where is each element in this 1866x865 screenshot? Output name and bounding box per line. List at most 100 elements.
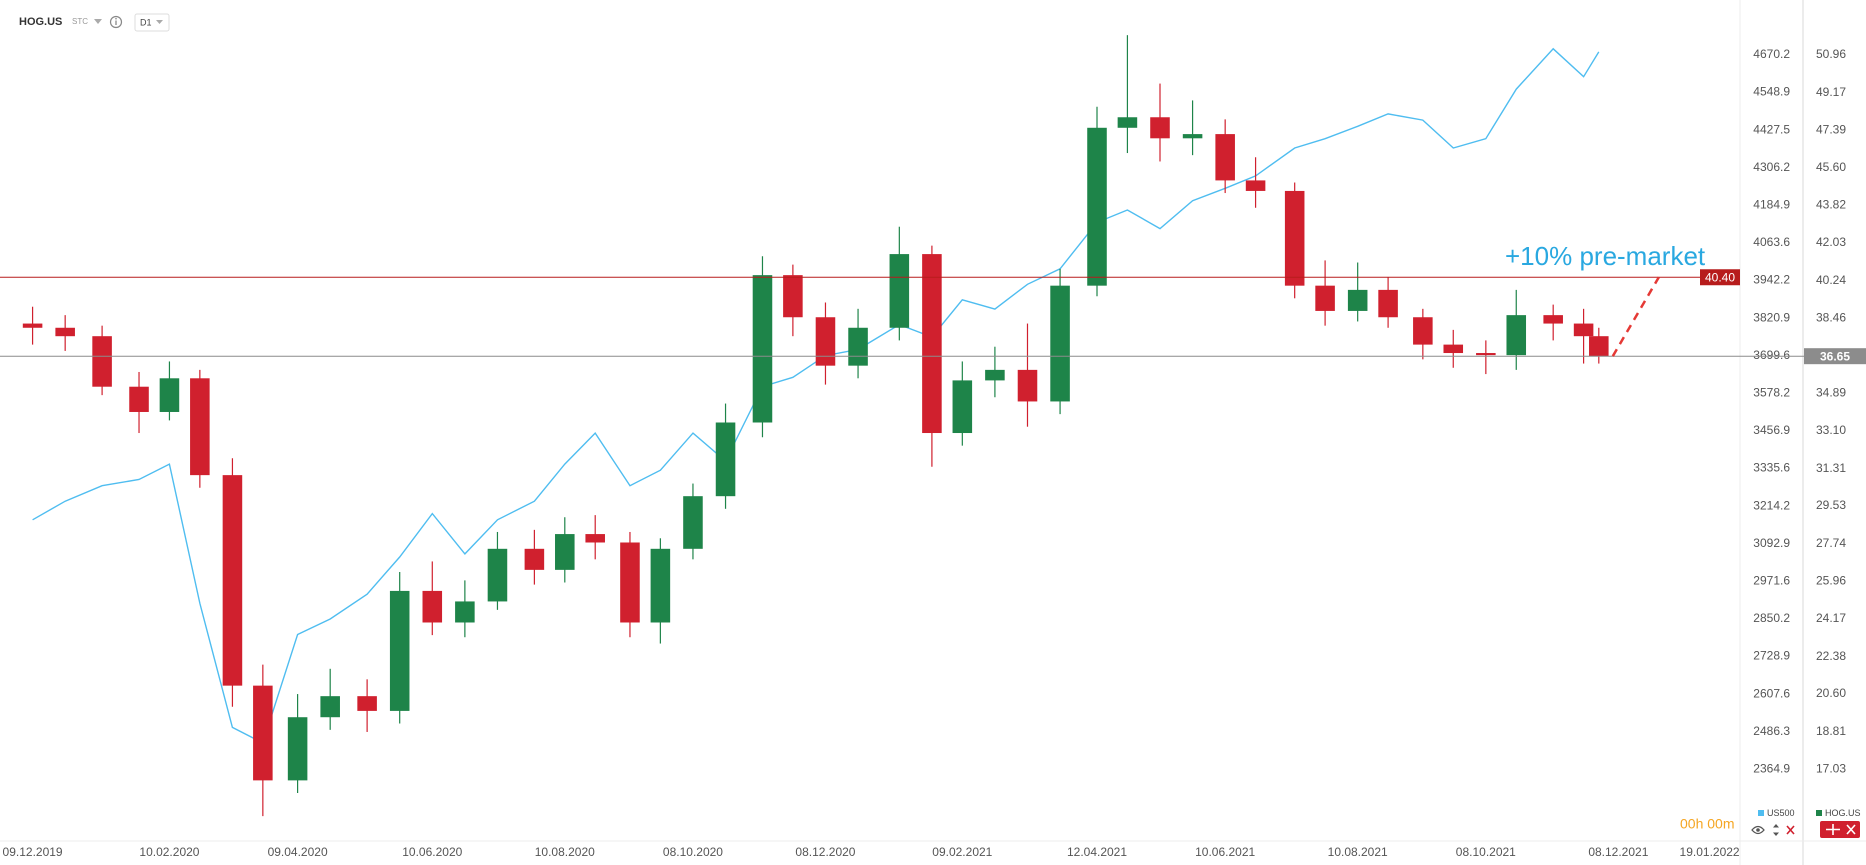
y-tick-label: 4548.9 bbox=[1753, 85, 1790, 99]
y2-tick-label: 25.96 bbox=[1816, 573, 1846, 587]
candle-body bbox=[129, 386, 149, 412]
candle-body bbox=[1284, 190, 1305, 286]
candle-body bbox=[1050, 285, 1070, 402]
candle-body bbox=[1378, 289, 1398, 318]
candle-body bbox=[1150, 117, 1170, 139]
y2-tick-label: 43.82 bbox=[1816, 197, 1846, 211]
legend-label: US500 bbox=[1767, 808, 1795, 818]
candle-body bbox=[650, 548, 671, 623]
candle-body bbox=[1413, 317, 1433, 345]
candle-body bbox=[783, 275, 803, 318]
candle-body bbox=[455, 601, 475, 623]
symbol[interactable]: HOG.US bbox=[19, 16, 62, 28]
candle-body bbox=[1182, 134, 1203, 139]
candle-body bbox=[287, 717, 308, 781]
candle-body bbox=[222, 475, 243, 686]
candle-body bbox=[952, 380, 973, 434]
candle-body bbox=[1573, 323, 1594, 337]
y2-tick-label: 49.17 bbox=[1816, 85, 1846, 99]
x-tick-label: 08.10.2021 bbox=[1456, 845, 1516, 859]
timer: 00h 00m bbox=[1680, 816, 1734, 832]
candle-body bbox=[389, 590, 410, 711]
x-tick-label: 10.08.2021 bbox=[1328, 845, 1388, 859]
candle-body bbox=[683, 496, 703, 549]
candle-body bbox=[422, 590, 443, 623]
y-tick-label: 4184.9 bbox=[1753, 198, 1790, 212]
y2-tick-label: 34.89 bbox=[1816, 385, 1846, 399]
x-tick-label: 08.12.2020 bbox=[795, 845, 855, 859]
x-tick-label: 08.12.2021 bbox=[1588, 845, 1648, 859]
price-badge-label: 36.65 bbox=[1820, 349, 1850, 363]
candle-body bbox=[1476, 353, 1496, 356]
us500-line bbox=[32, 47, 1600, 744]
candle-body bbox=[848, 327, 868, 366]
x-tick-label: 10.08.2020 bbox=[535, 845, 595, 859]
y2-tick-label: 24.17 bbox=[1816, 611, 1846, 625]
y2-tick-label: 42.03 bbox=[1816, 235, 1846, 249]
y2-tick-label: 50.96 bbox=[1816, 47, 1846, 61]
candle-body bbox=[985, 369, 1005, 381]
reorder-icon[interactable] bbox=[1773, 824, 1779, 836]
dropdown-arrow[interactable] bbox=[94, 19, 102, 24]
y-tick-label: 3942.2 bbox=[1753, 273, 1790, 287]
candle-body bbox=[620, 542, 640, 623]
y-tick-label: 2364.9 bbox=[1753, 761, 1790, 775]
y2-tick-label: 45.60 bbox=[1816, 160, 1846, 174]
candle-body bbox=[487, 548, 508, 602]
candle-body bbox=[253, 685, 273, 781]
y2-tick-label: 22.38 bbox=[1816, 649, 1846, 663]
candle-body bbox=[1543, 315, 1563, 324]
y-tick-label: 3699.6 bbox=[1753, 348, 1790, 362]
candle-body bbox=[320, 696, 340, 718]
remove-icon[interactable] bbox=[1786, 825, 1795, 835]
dropdown-arrow[interactable] bbox=[156, 20, 163, 24]
interval[interactable]: D1 bbox=[140, 17, 152, 27]
x-tick-label: 09.12.2019 bbox=[3, 845, 63, 859]
price-badge-label: 40.40 bbox=[1705, 270, 1735, 284]
y2-tick-label: 40.24 bbox=[1816, 273, 1846, 287]
symbol-tag: STC bbox=[72, 17, 88, 26]
interval-box[interactable] bbox=[134, 13, 170, 32]
y-tick-label: 2850.2 bbox=[1753, 611, 1790, 625]
candle-body bbox=[524, 548, 545, 570]
candle-body bbox=[357, 696, 377, 711]
candle-body bbox=[55, 327, 75, 337]
y2-tick-label: 17.03 bbox=[1816, 761, 1846, 775]
candle-body bbox=[1347, 289, 1368, 311]
y-tick-label: 2971.6 bbox=[1753, 573, 1790, 587]
y-tick-label: 4306.2 bbox=[1753, 160, 1790, 174]
candle-body bbox=[190, 378, 210, 476]
candle-body bbox=[1117, 117, 1138, 128]
candle-body bbox=[715, 422, 736, 497]
x-tick-label: 10.02.2020 bbox=[139, 845, 199, 859]
eye-icon[interactable] bbox=[1751, 825, 1765, 835]
y2-tick-label: 47.39 bbox=[1816, 122, 1846, 136]
legend-label: HOG.US bbox=[1825, 808, 1861, 818]
candle-body bbox=[1443, 344, 1464, 354]
price-badge bbox=[1700, 269, 1740, 286]
hog-controls-icons[interactable] bbox=[1826, 824, 1856, 835]
x-tick-label: 08.10.2020 bbox=[663, 845, 723, 859]
info-icon[interactable] bbox=[109, 15, 123, 29]
candle-body bbox=[92, 336, 112, 387]
x-tick-label: 09.04.2020 bbox=[268, 845, 328, 859]
y-tick-label: 2728.9 bbox=[1753, 649, 1790, 663]
y-tick-label: 3092.9 bbox=[1753, 536, 1790, 550]
y-tick-label: 4427.5 bbox=[1753, 122, 1790, 136]
y2-tick-label: 18.81 bbox=[1816, 724, 1846, 738]
candle-body bbox=[1017, 369, 1038, 402]
legend-swatch bbox=[1816, 810, 1822, 816]
candle-body bbox=[1215, 134, 1235, 181]
x-tick-label: 10.06.2020 bbox=[402, 845, 462, 859]
y-tick-label: 2607.6 bbox=[1753, 686, 1790, 700]
candle-body bbox=[1087, 127, 1107, 286]
candle-body bbox=[1315, 285, 1335, 311]
candle-body bbox=[22, 323, 43, 328]
candle-body bbox=[889, 254, 910, 328]
y2-tick-label: 20.60 bbox=[1816, 686, 1846, 700]
x-tick-label: 19.01.2022 bbox=[1680, 845, 1740, 859]
annotation: +10% pre-market bbox=[1505, 241, 1706, 271]
price-badge bbox=[1804, 348, 1866, 365]
